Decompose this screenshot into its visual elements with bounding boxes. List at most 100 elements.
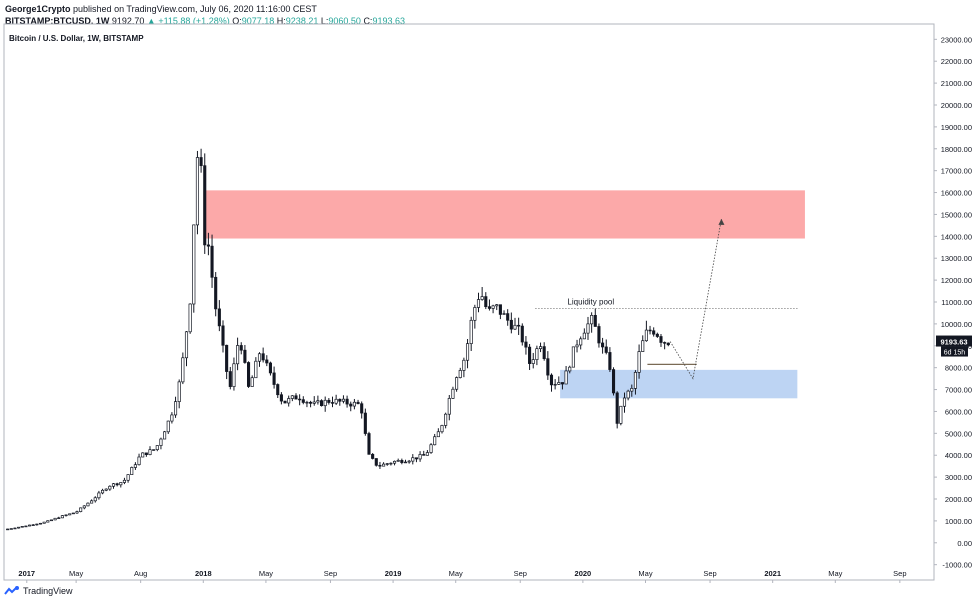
candle-body (225, 344, 229, 372)
candle-body (327, 399, 331, 403)
time-axis[interactable]: 2017 May Aug 2018 May Sep 2019 May Sep 2020 May Sep… (18, 569, 907, 583)
candle-body (396, 460, 400, 462)
candle-body (144, 452, 148, 455)
projection-path[interactable] (669, 218, 722, 380)
candle-body (330, 402, 335, 404)
time-tick-label: Sep (324, 569, 337, 578)
candle-body (272, 372, 276, 385)
candle-body (338, 398, 342, 402)
price-axis[interactable]: 23000.00 22000.00 21000.00 20000.00 19000.00… (934, 35, 972, 570)
liquidity-pool-label: Liquidity pool (567, 298, 614, 307)
candle-body (38, 522, 43, 525)
candle-body (400, 460, 404, 463)
time-tick-label: May (449, 569, 463, 578)
candle-body (57, 517, 61, 519)
price-tick-label: 4000.00 (945, 451, 972, 460)
candle-body (520, 325, 524, 343)
candle-body (130, 467, 134, 475)
last-price: 9192.70 (111, 16, 145, 26)
candle-body (221, 325, 225, 346)
candle-body (82, 505, 86, 509)
projection-arrowhead-icon (718, 218, 725, 225)
candle-body (491, 305, 495, 309)
candle-body (535, 348, 539, 360)
chart-title: Bitcoin / U.S. Dollar, 1W, BITSTAMP (9, 34, 144, 43)
time-tick-label: May (259, 569, 273, 578)
price-tick-label: 6000.00 (945, 407, 972, 416)
support-zone[interactable] (560, 369, 798, 399)
time-tick-label: Sep (703, 569, 716, 578)
candle-body (633, 372, 637, 389)
candle-body (268, 362, 272, 374)
candle-body (126, 474, 130, 481)
candle-body (75, 511, 79, 514)
time-tick-label: 2017 (18, 569, 35, 578)
candle-body (641, 340, 645, 352)
plot-area[interactable] (3, 23, 935, 581)
candle-body (349, 403, 353, 407)
candle-body (571, 346, 575, 368)
countdown-badge (941, 346, 968, 357)
author-name[interactable]: George1Crypto (5, 4, 71, 14)
annotations-layer: Liquidity pool (535, 218, 798, 380)
candles-layer (6, 148, 670, 531)
candle-body (575, 344, 579, 348)
candle-body (655, 333, 659, 337)
candle-body (473, 307, 477, 321)
candle-body (188, 303, 192, 333)
chart-header: George1Crypto published on TradingView.c… (5, 3, 405, 27)
candle-body (626, 390, 630, 399)
close-value: 9193.63 (372, 16, 405, 26)
candle-body (363, 412, 367, 434)
candle-body (265, 359, 269, 364)
candle-body (524, 341, 528, 348)
candle-body (159, 438, 163, 446)
candle-body (323, 399, 327, 407)
price-tick-label: 17000.00 (941, 167, 972, 176)
price-tick-label: 13000.00 (941, 254, 972, 263)
last-price-badge[interactable] (936, 335, 972, 347)
candle-body (181, 357, 185, 383)
candle-body (458, 370, 462, 378)
resistance-zone[interactable] (203, 190, 805, 239)
candle-body (49, 519, 53, 522)
price-tick-label: 7000.00 (945, 386, 972, 395)
candle-body (422, 454, 426, 456)
candle-body (254, 360, 258, 379)
price-tick-label: 19000.00 (941, 123, 972, 132)
candle-body (579, 338, 583, 346)
candle-body (465, 343, 470, 361)
candle-body (316, 400, 320, 403)
time-tick-label: 2021 (764, 569, 781, 578)
time-tick-label: Sep (514, 569, 527, 578)
candle-body (122, 479, 126, 483)
price-tick-label: -1000.00 (942, 561, 972, 570)
close-label: C: (363, 16, 373, 26)
candle-body (152, 449, 156, 451)
author-line: George1Crypto published on TradingView.c… (5, 3, 405, 15)
candle-body (429, 444, 433, 453)
candle-body (64, 514, 68, 517)
candle-body (239, 345, 243, 351)
candle-body (403, 461, 408, 464)
candle-body (20, 526, 24, 528)
candle-body (250, 377, 254, 387)
candle-body (232, 363, 236, 387)
low-label: L: (320, 16, 329, 26)
candle-body (287, 398, 291, 404)
candle-body (517, 324, 521, 327)
candle-body (170, 414, 174, 422)
candle-body (206, 244, 210, 247)
candle-body (42, 521, 46, 524)
candle-body (451, 388, 455, 399)
candle-body (115, 483, 119, 486)
last-price-label: 9193.63 (940, 338, 967, 347)
candle-body (502, 313, 506, 315)
price-tick-label: 11000.00 (941, 298, 972, 307)
candle-body (305, 401, 309, 404)
candle-body (425, 452, 429, 456)
candle-body (111, 483, 116, 487)
price-tick-label: 2000.00 (945, 495, 972, 504)
candle-body (590, 315, 594, 325)
